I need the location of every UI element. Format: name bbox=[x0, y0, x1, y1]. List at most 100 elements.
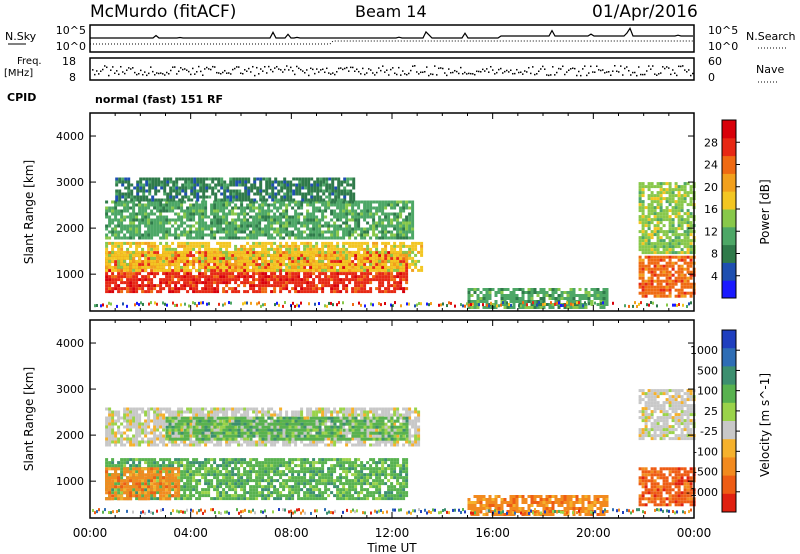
heatmap-cell bbox=[345, 227, 349, 231]
freq-sample bbox=[406, 73, 408, 76]
heatmap-cell bbox=[641, 258, 645, 262]
heatmap-cell bbox=[237, 253, 241, 257]
heatmap-cell bbox=[183, 247, 187, 251]
heatmap-cell bbox=[656, 191, 660, 195]
heatmap-cell bbox=[174, 265, 178, 269]
heatmap-cell bbox=[405, 236, 409, 240]
heatmap-cell bbox=[647, 267, 651, 271]
heatmap-cell bbox=[354, 250, 358, 254]
heatmap-cell bbox=[500, 291, 504, 294]
heatmap-cell bbox=[336, 256, 340, 260]
heatmap-cell bbox=[680, 188, 684, 192]
heatmap-cell bbox=[114, 263, 118, 267]
heatmap-cell bbox=[668, 291, 672, 295]
heatmap-cell bbox=[156, 251, 160, 255]
heatmap-cell bbox=[189, 236, 193, 240]
heatmap-cell bbox=[234, 206, 238, 210]
heatmap-cell bbox=[120, 473, 124, 477]
heatmap-cell bbox=[674, 239, 678, 243]
heatmap-cell bbox=[199, 177, 203, 181]
heatmap-cell bbox=[127, 186, 131, 190]
heatmap-cell bbox=[126, 461, 130, 465]
heatmap-cell bbox=[177, 278, 181, 282]
heatmap-cell bbox=[384, 268, 388, 272]
heatmap-cell bbox=[334, 195, 338, 199]
freq-sample bbox=[304, 72, 306, 74]
heatmap-cell bbox=[222, 290, 226, 294]
heatmap-cell bbox=[144, 212, 148, 216]
heatmap-cell bbox=[300, 233, 304, 237]
heatmap-cell bbox=[213, 230, 217, 234]
heatmap-cell bbox=[393, 206, 397, 210]
heatmap-cell bbox=[226, 183, 230, 187]
heatmap-cell bbox=[650, 267, 654, 271]
heatmap-cell bbox=[542, 291, 546, 294]
heatmap-cell bbox=[129, 224, 133, 228]
heatmap-cell bbox=[228, 209, 232, 213]
heatmap-cell bbox=[166, 183, 170, 187]
heatmap-cell bbox=[244, 198, 248, 202]
heatmap-cell bbox=[198, 275, 202, 279]
heatmap-cell bbox=[204, 212, 208, 216]
heatmap-cell bbox=[210, 209, 214, 213]
heatmap-cell bbox=[426, 302, 428, 306]
heatmap-cell bbox=[177, 254, 181, 258]
heatmap-cell bbox=[225, 206, 229, 210]
heatmap-cell bbox=[234, 212, 238, 216]
heatmap-cell bbox=[265, 177, 269, 181]
heatmap-cell bbox=[162, 224, 166, 228]
freq-sample bbox=[546, 74, 548, 76]
heatmap-cell bbox=[328, 195, 332, 199]
heatmap-cell bbox=[509, 306, 513, 309]
heatmap-cell bbox=[201, 209, 205, 213]
heatmap-cell bbox=[144, 215, 148, 219]
heatmap-cell bbox=[123, 206, 127, 210]
heatmap-cell bbox=[156, 253, 160, 257]
heatmap-cell bbox=[219, 209, 223, 213]
freq-sample bbox=[364, 73, 366, 76]
heatmap-cell bbox=[207, 278, 211, 282]
heatmap-cell bbox=[111, 461, 115, 465]
heatmap-cell bbox=[686, 279, 690, 283]
heatmap-cell bbox=[286, 189, 290, 193]
heatmap-cell bbox=[120, 203, 124, 207]
heatmap-cell bbox=[307, 186, 311, 190]
heatmap-cell bbox=[321, 241, 325, 245]
heatmap-cell bbox=[294, 227, 298, 231]
heatmap-cell bbox=[160, 186, 164, 190]
freq-sample bbox=[236, 66, 238, 68]
heatmap-cell bbox=[138, 227, 142, 231]
heatmap-cell bbox=[662, 188, 666, 192]
heatmap-cell bbox=[641, 288, 645, 292]
heatmap-cell bbox=[360, 244, 364, 248]
heatmap-cell bbox=[231, 224, 235, 228]
heatmap-cell bbox=[252, 262, 256, 266]
heatmap-cell bbox=[252, 265, 256, 269]
freq-sample bbox=[680, 65, 682, 68]
heatmap-cell bbox=[339, 272, 343, 276]
heatmap-cell bbox=[195, 287, 199, 291]
heatmap-cell bbox=[282, 256, 286, 260]
freq-sample bbox=[550, 74, 552, 76]
heatmap-cell bbox=[297, 262, 301, 266]
heatmap-cell bbox=[297, 244, 301, 248]
heatmap-cell bbox=[393, 227, 397, 231]
heatmap-cell bbox=[279, 250, 283, 254]
heatmap-cell bbox=[473, 291, 477, 294]
heatmap-cell bbox=[665, 282, 669, 286]
heatmap-cell bbox=[294, 215, 298, 219]
heatmap-cell bbox=[378, 203, 382, 207]
heatmap-cell bbox=[476, 300, 480, 303]
heatmap-cell bbox=[689, 255, 693, 259]
heatmap-cell bbox=[126, 262, 130, 266]
heatmap-cell bbox=[180, 224, 184, 228]
heatmap-cell bbox=[324, 265, 328, 269]
heatmap-cell bbox=[105, 278, 109, 282]
heatmap-cell bbox=[333, 275, 337, 279]
heatmap-cell bbox=[276, 250, 280, 254]
heatmap-cell bbox=[357, 227, 361, 231]
heatmap-cell bbox=[213, 275, 217, 279]
heatmap-cell bbox=[333, 224, 337, 228]
heatmap-cell bbox=[680, 233, 684, 237]
heatmap-cell bbox=[261, 275, 265, 279]
